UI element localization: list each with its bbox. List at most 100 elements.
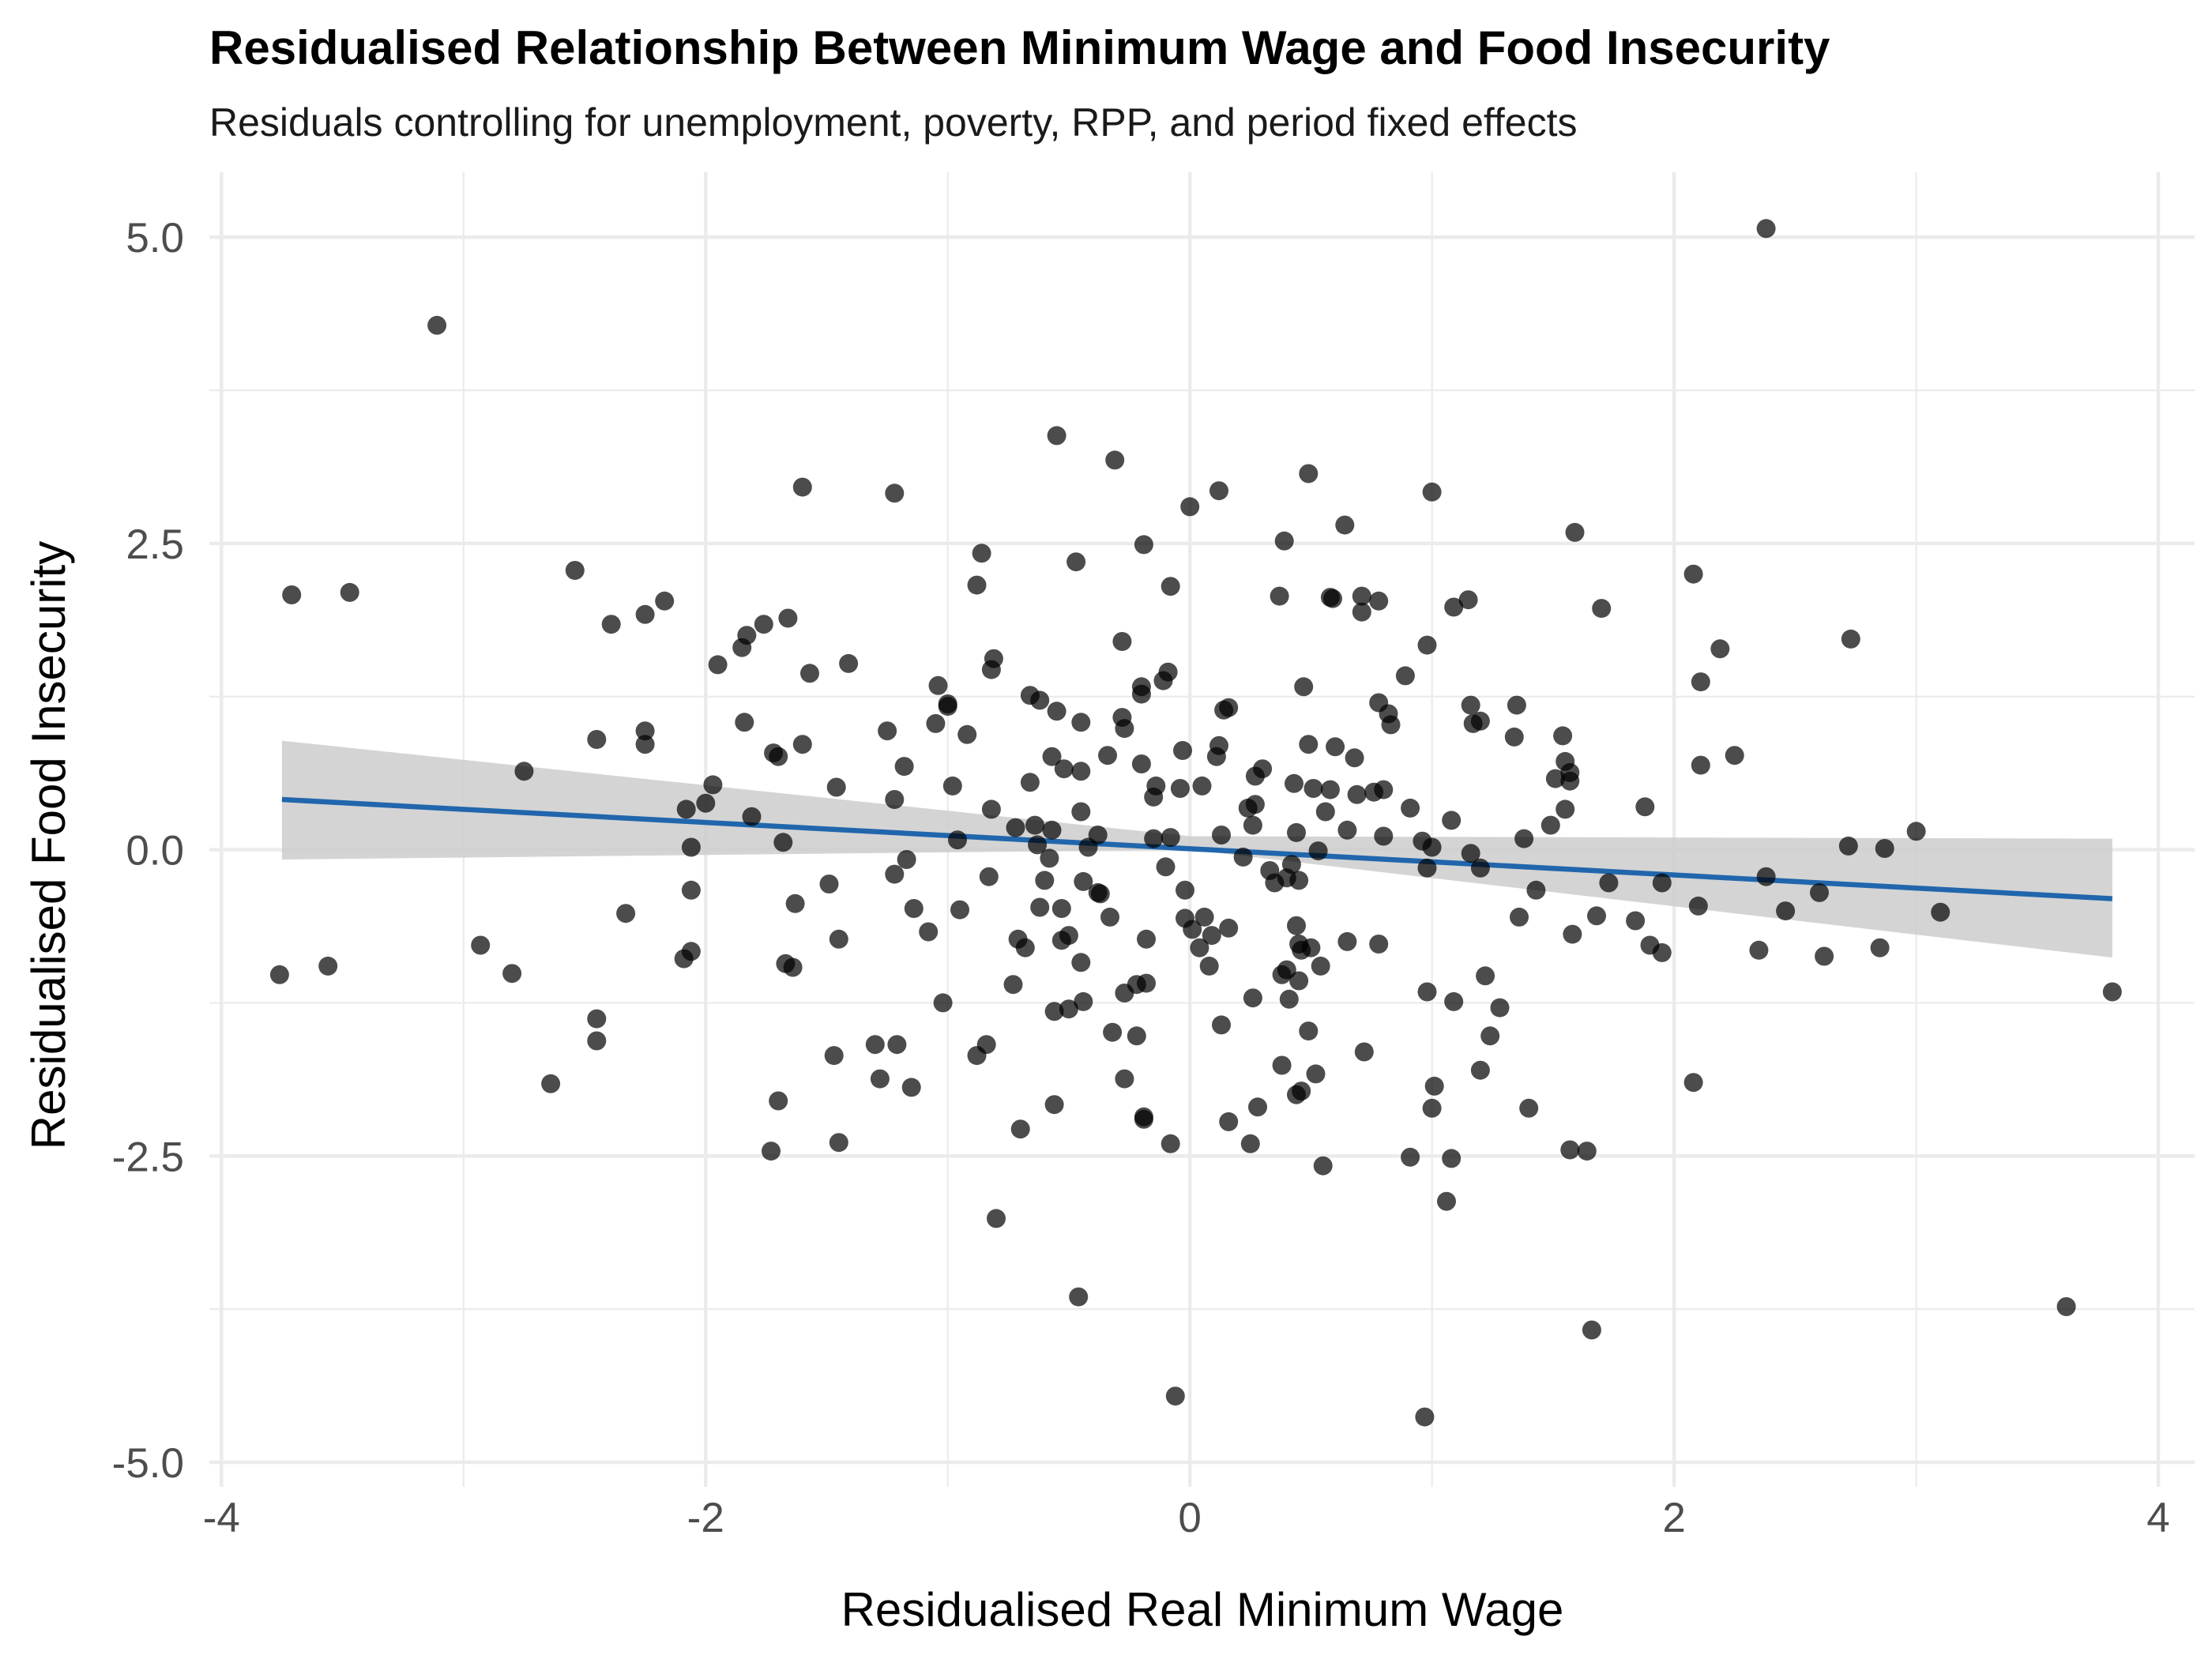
- major-gridlines: [209, 172, 2195, 1487]
- data-point: [1354, 1042, 1374, 1062]
- data-point: [1592, 599, 1612, 619]
- data-point: [792, 477, 812, 497]
- data-point: [1560, 771, 1580, 791]
- data-point: [269, 965, 289, 984]
- data-point: [1374, 826, 1394, 846]
- data-point: [1815, 946, 1834, 966]
- data-point: [1301, 938, 1321, 957]
- y-tick-label: -5.0: [112, 1440, 184, 1487]
- data-point: [778, 608, 798, 628]
- data-point: [1054, 759, 1074, 779]
- data-point: [1042, 820, 1062, 840]
- data-point: [1199, 956, 1219, 976]
- data-point: [1369, 591, 1389, 611]
- data-point: [1035, 871, 1055, 890]
- data-point: [1044, 1002, 1064, 1021]
- data-point: [1173, 741, 1192, 760]
- data-point: [1587, 906, 1606, 926]
- data-point: [773, 833, 793, 852]
- data-point: [1347, 784, 1367, 804]
- data-point: [769, 747, 788, 766]
- x-tick-label: 4: [2146, 1495, 2169, 1541]
- y-tick-label: 0.0: [126, 828, 184, 875]
- data-point: [1337, 931, 1357, 951]
- data-point: [1071, 713, 1091, 732]
- data-point: [1078, 837, 1098, 857]
- data-point: [1683, 1073, 1703, 1093]
- data-point: [919, 922, 939, 942]
- data-point: [1519, 1098, 1539, 1118]
- data-point: [1134, 535, 1153, 555]
- x-tick-label: 0: [1178, 1495, 1201, 1541]
- data-point: [1074, 991, 1093, 1011]
- data-point: [1270, 586, 1289, 606]
- data-point: [514, 762, 534, 781]
- data-point: [1635, 797, 1655, 817]
- data-point: [1190, 938, 1209, 957]
- data-point: [1870, 938, 1890, 957]
- data-point: [681, 837, 701, 857]
- chart-title: Residualised Relationship Between Minimu…: [209, 21, 1830, 74]
- data-point: [1137, 929, 1156, 949]
- data-point: [1183, 920, 1202, 939]
- data-point: [1490, 998, 1510, 1018]
- data-point: [1206, 747, 1226, 766]
- data-point: [2056, 1297, 2076, 1316]
- data-point: [1069, 1287, 1089, 1307]
- data-point: [1553, 726, 1573, 746]
- data-point: [1161, 828, 1180, 848]
- data-point: [282, 585, 302, 604]
- data-point: [1144, 787, 1164, 807]
- data-point: [887, 1035, 907, 1055]
- data-point: [1401, 798, 1420, 818]
- data-point: [735, 713, 754, 732]
- data-point: [1233, 847, 1253, 867]
- fit-line: [281, 796, 2112, 901]
- x-tick-label: -4: [203, 1495, 240, 1541]
- data-point: [901, 1078, 921, 1097]
- data-point: [1115, 984, 1134, 1003]
- data-point: [1025, 815, 1044, 835]
- data-point: [1437, 1191, 1456, 1211]
- data-point: [676, 799, 696, 819]
- data-point: [1710, 639, 1730, 659]
- data-point: [1504, 727, 1524, 747]
- data-point: [1725, 746, 1744, 766]
- data-point: [1374, 780, 1394, 799]
- data-point: [1582, 1320, 1601, 1340]
- data-point: [1180, 497, 1200, 517]
- data-point: [1090, 884, 1110, 904]
- data-point: [979, 867, 999, 886]
- data-point: [1838, 836, 1858, 856]
- data-point: [674, 949, 694, 969]
- data-point: [1688, 896, 1708, 916]
- data-point: [1352, 602, 1371, 622]
- data-point: [635, 735, 655, 754]
- data-point: [635, 604, 655, 624]
- data-point: [1287, 822, 1306, 842]
- data-point: [950, 900, 969, 920]
- data-point: [1003, 975, 1023, 995]
- data-point: [829, 1133, 848, 1153]
- data-point: [1248, 1097, 1267, 1117]
- data-point: [1461, 695, 1480, 715]
- data-point: [885, 483, 905, 503]
- data-point: [1030, 897, 1050, 917]
- data-point: [839, 653, 859, 673]
- data-point: [1810, 882, 1829, 902]
- data-point: [1507, 695, 1526, 715]
- data-point: [1299, 735, 1319, 754]
- data-point: [1020, 773, 1040, 792]
- data-point: [826, 777, 846, 797]
- data-point: [1545, 769, 1565, 788]
- data-point: [1115, 719, 1134, 739]
- data-point: [1042, 747, 1062, 766]
- data-point: [1381, 715, 1401, 735]
- data-point: [1299, 464, 1319, 483]
- data-point: [1144, 829, 1164, 848]
- data-point: [1652, 942, 1672, 962]
- data-point: [894, 757, 914, 777]
- data-point: [1526, 880, 1546, 900]
- data-point: [926, 713, 946, 733]
- data-point: [1105, 450, 1125, 470]
